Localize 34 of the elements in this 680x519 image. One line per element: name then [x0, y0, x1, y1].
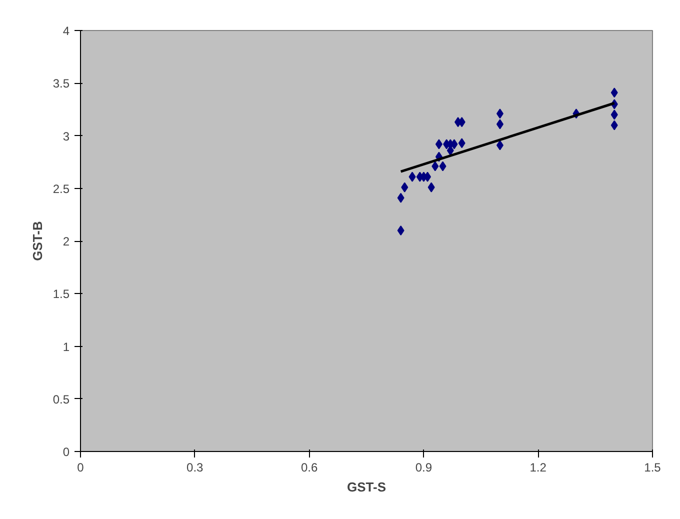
- point: [435, 139, 442, 150]
- y-tick-label: 2.5: [52, 182, 70, 196]
- y-tick-label: 4: [62, 24, 70, 38]
- x-tick-label: 1.2: [530, 460, 547, 474]
- x-tick-label: 0.3: [186, 460, 204, 474]
- y-tick-label: 3: [62, 129, 70, 144]
- point: [496, 140, 504, 150]
- point: [439, 161, 446, 172]
- point: [610, 120, 618, 130]
- point: [496, 108, 504, 119]
- y-axis-title: GST-B: [30, 221, 45, 261]
- y-tick-label: 0.5: [52, 392, 70, 406]
- x-tick-label: 0: [77, 460, 84, 474]
- point: [610, 110, 618, 120]
- point: [496, 119, 504, 130]
- point: [424, 172, 432, 182]
- point: [408, 172, 416, 182]
- point: [432, 161, 439, 172]
- y-tick-label: 3.5: [52, 76, 70, 91]
- point: [458, 138, 466, 148]
- x-tick-label: 0.9: [415, 460, 432, 474]
- y-tick-label: 1: [62, 340, 70, 354]
- x-tick-label: 1.5: [644, 460, 662, 474]
- point: [397, 192, 404, 203]
- y-tick-label: 2: [62, 234, 70, 248]
- y-tick-label: 1.5: [52, 287, 70, 302]
- point: [450, 139, 458, 150]
- point: [401, 182, 408, 192]
- x-tick-label: 0.6: [300, 460, 318, 474]
- point: [397, 225, 404, 236]
- point: [610, 88, 618, 98]
- x-axis-title: GST-S: [346, 480, 386, 494]
- point: [428, 182, 435, 192]
- y-tick-label: 0: [62, 445, 70, 459]
